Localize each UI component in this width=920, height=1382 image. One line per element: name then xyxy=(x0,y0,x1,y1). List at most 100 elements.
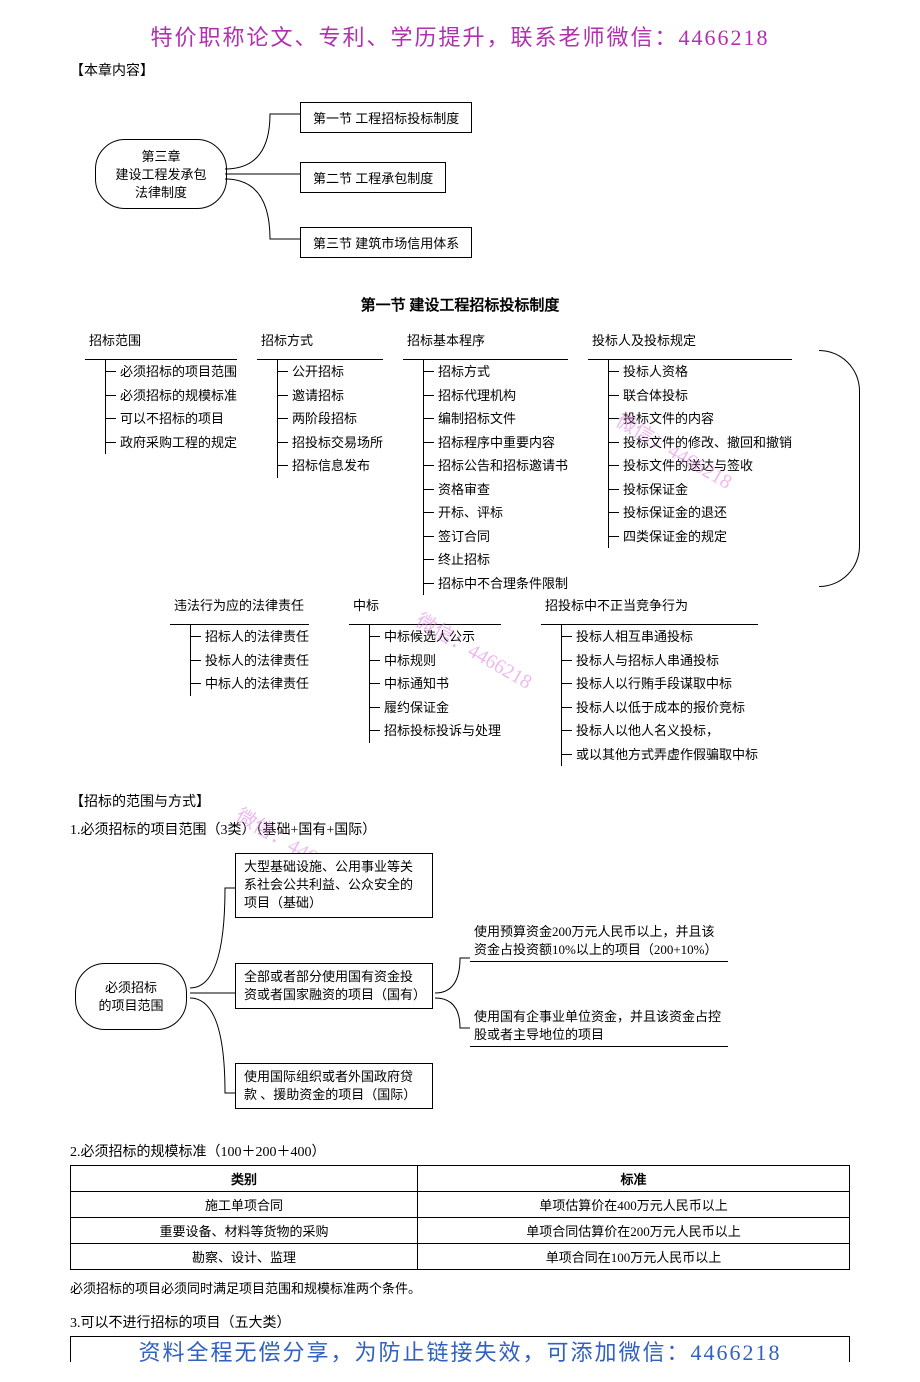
tree-item: 可以不招标的项目 xyxy=(106,407,237,431)
child-node: 第二节 工程承包制度 xyxy=(300,162,446,193)
root-line: 第三章 xyxy=(96,148,226,166)
tree-head: 招标方式 xyxy=(257,330,383,349)
root-line: 建设工程发承包 xyxy=(96,166,226,184)
tree-head: 中标 xyxy=(349,595,501,614)
table-row: 施工单项合同单项估算价在400万元人民币以上 xyxy=(71,1192,850,1218)
tree-list: 投标人资格联合体投标投标文件的内容投标文件的修改、撤回和撤销投标文件的送达与签收… xyxy=(608,360,792,548)
table-cell: 施工单项合同 xyxy=(71,1192,418,1218)
branch-box: 大型基础设施、公用事业等关系社会公共利益、公众安全的项目（基础） xyxy=(235,853,433,918)
tree-item: 招标程序中重要内容 xyxy=(424,431,568,455)
tree-item: 编制招标文件 xyxy=(424,407,568,431)
tree-list: 招标人的法律责任投标人的法律责任中标人的法律责任 xyxy=(190,625,309,696)
table-header: 标准 xyxy=(418,1166,850,1192)
branch-box: 全部或者部分使用国有资金投资或者国家融资的项目（国有） xyxy=(235,963,433,1009)
tree-item: 中标规则 xyxy=(370,649,501,673)
chapter-label: 【本章内容】 xyxy=(70,60,850,80)
root-line: 必须招标 xyxy=(76,979,186,997)
tree-item: 投标人以行贿手段谋取中标 xyxy=(562,672,758,696)
tree-item: 必须招标的项目范围 xyxy=(106,360,237,384)
root-line: 的项目范围 xyxy=(76,997,186,1015)
tree-item: 邀请招标 xyxy=(278,384,383,408)
tree-list: 公开招标邀请招标两阶段招标招投标交易场所招标信息发布 xyxy=(277,360,383,478)
branch-box: 使用国际组织或者外国政府贷款 、援助资金的项目（国际） xyxy=(235,1063,433,1109)
tree-item: 投标人与招标人串通投标 xyxy=(562,649,758,673)
scope-item-3: 3.可以不进行招标的项目（五大类） xyxy=(70,1312,850,1332)
tree-head: 招标基本程序 xyxy=(403,330,568,349)
tree-head: 投标人及投标规定 xyxy=(588,330,792,349)
table-row: 重要设备、材料等货物的采购单项合同估算价在200万元人民币以上 xyxy=(71,1218,850,1244)
tree-item: 资格审查 xyxy=(424,478,568,502)
root-node: 第三章 建设工程发承包 法律制度 xyxy=(95,139,227,209)
big-bracket xyxy=(819,350,860,587)
tree-item: 投标人的法律责任 xyxy=(191,649,309,673)
tree-item: 中标通知书 xyxy=(370,672,501,696)
tree-list: 必须招标的项目范围必须招标的规模标准可以不招标的项目政府采购工程的规定 xyxy=(105,360,237,454)
tree-item: 招标中不合理条件限制 xyxy=(424,572,568,596)
scale-standard-table: 类别标准 施工单项合同单项估算价在400万元人民币以上重要设备、材料等货物的采购… xyxy=(70,1165,850,1270)
tree-item: 终止招标 xyxy=(424,548,568,572)
table-cell: 重要设备、材料等货物的采购 xyxy=(71,1218,418,1244)
tree-item: 招标公告和招标邀请书 xyxy=(424,454,568,478)
chapter-overview-diagram: 第三章 建设工程发承包 法律制度 第一节 工程招标投标制度 第二节 工程承包制度… xyxy=(90,84,850,264)
tree-item: 投标保证金 xyxy=(609,478,792,502)
tree-item: 招标方式 xyxy=(424,360,568,384)
tree-head: 违法行为应的法律责任 xyxy=(170,595,309,614)
tree-head: 招投标中不正当竞争行为 xyxy=(541,595,758,614)
detail-line: 使用国有企事业单位资金，并且该资金占控股或者主导地位的项目 xyxy=(470,1008,728,1047)
tree-item: 投标文件的送达与签收 xyxy=(609,454,792,478)
tree-item: 招标代理机构 xyxy=(424,384,568,408)
detail-line: 使用预算资金200万元人民币以上，并且该资金占投资额10%以上的项目（200+1… xyxy=(470,923,728,962)
tree-item: 投标人资格 xyxy=(609,360,792,384)
mandatory-bid-diagram: 必须招标 的项目范围 大型基础设施、公用事业等关系社会公共利益、公众安全的项目（… xyxy=(70,843,850,1133)
tree-head: 招标范围 xyxy=(85,330,237,349)
tree-list: 招标方式招标代理机构编制招标文件招标程序中重要内容招标公告和招标邀请书资格审查开… xyxy=(423,360,568,595)
tree-item: 招标信息发布 xyxy=(278,454,383,478)
topic-tree: 招标范围必须招标的项目范围必须招标的规模标准可以不招标的项目政府采购工程的规定招… xyxy=(70,330,850,766)
table-note: 必须招标的项目必须同时满足项目范围和规模标准两个条件。 xyxy=(70,1278,850,1297)
table-header: 类别 xyxy=(71,1166,418,1192)
tree-item: 联合体投标 xyxy=(609,384,792,408)
child-node: 第三节 建筑市场信用体系 xyxy=(300,227,472,258)
tree-item: 政府采购工程的规定 xyxy=(106,431,237,455)
tree-item: 两阶段招标 xyxy=(278,407,383,431)
tree-item: 必须招标的规模标准 xyxy=(106,384,237,408)
section-title: 第一节 建设工程招标投标制度 xyxy=(70,294,850,315)
tree-list: 中标候选人公示中标规则中标通知书履约保证金招标投标投诉与处理 xyxy=(369,625,501,743)
tree-item: 或以其他方式弄虚作假骗取中标 xyxy=(562,743,758,767)
top-banner: 特价职称论文、专利、学历提升，联系老师微信：4466218 xyxy=(70,20,850,52)
tree-item: 中标人的法律责任 xyxy=(191,672,309,696)
tree-item: 签订合同 xyxy=(424,525,568,549)
tree-item: 投标人以低于成本的报价竞标 xyxy=(562,696,758,720)
tree-item: 履约保证金 xyxy=(370,696,501,720)
tree-item: 投标保证金的退还 xyxy=(609,501,792,525)
scope-item-2: 2.必须招标的规模标准（100＋200＋400） xyxy=(70,1141,850,1161)
tree-item: 招标投标投诉与处理 xyxy=(370,719,501,743)
tree-item: 投标文件的内容 xyxy=(609,407,792,431)
tree-item: 开标、评标 xyxy=(424,501,568,525)
tree-item: 投标文件的修改、撤回和撤销 xyxy=(609,431,792,455)
tree-column: 招标范围必须招标的项目范围必须招标的规模标准可以不招标的项目政府采购工程的规定 xyxy=(85,330,237,595)
tree-column: 投标人及投标规定投标人资格联合体投标投标文件的内容投标文件的修改、撤回和撤销投标… xyxy=(588,330,792,595)
scope-item-1: 1.必须招标的项目范围（3类）（基础+国有+国际） xyxy=(70,819,850,839)
tree-list: 投标人相互串通投标投标人与招标人串通投标投标人以行贿手段谋取中标投标人以低于成本… xyxy=(561,625,758,766)
tree-column: 招标方式公开招标邀请招标两阶段招标招投标交易场所招标信息发布 xyxy=(257,330,383,595)
tree-item: 投标人相互串通投标 xyxy=(562,625,758,649)
tree-column: 违法行为应的法律责任招标人的法律责任投标人的法律责任中标人的法律责任 xyxy=(170,595,309,766)
child-node: 第一节 工程招标投标制度 xyxy=(300,102,472,133)
table-cell: 单项合同估算价在200万元人民币以上 xyxy=(418,1218,850,1244)
root-node: 必须招标 的项目范围 xyxy=(75,963,187,1030)
root-line: 法律制度 xyxy=(96,184,226,202)
bottom-banner: 资料全程无偿分享，为防止链接失效，可添加微信：4466218 xyxy=(0,1335,920,1367)
tree-item: 投标人以他人名义投标， xyxy=(562,719,758,743)
tree-column: 招投标中不正当竞争行为投标人相互串通投标投标人与招标人串通投标投标人以行贿手段谋… xyxy=(541,595,758,766)
tree-column: 中标中标候选人公示中标规则中标通知书履约保证金招标投标投诉与处理 xyxy=(349,595,501,766)
tree-item: 四类保证金的规定 xyxy=(609,525,792,549)
tree-item: 招投标交易场所 xyxy=(278,431,383,455)
tree-item: 公开招标 xyxy=(278,360,383,384)
tree-item: 中标候选人公示 xyxy=(370,625,501,649)
table-row: 勘察、设计、监理单项合同在100万元人民币以上 xyxy=(71,1244,850,1270)
tree-item: 招标人的法律责任 xyxy=(191,625,309,649)
table-cell: 勘察、设计、监理 xyxy=(71,1244,418,1270)
scope-head: 【招标的范围与方式】 xyxy=(70,791,850,811)
table-cell: 单项估算价在400万元人民币以上 xyxy=(418,1192,850,1218)
